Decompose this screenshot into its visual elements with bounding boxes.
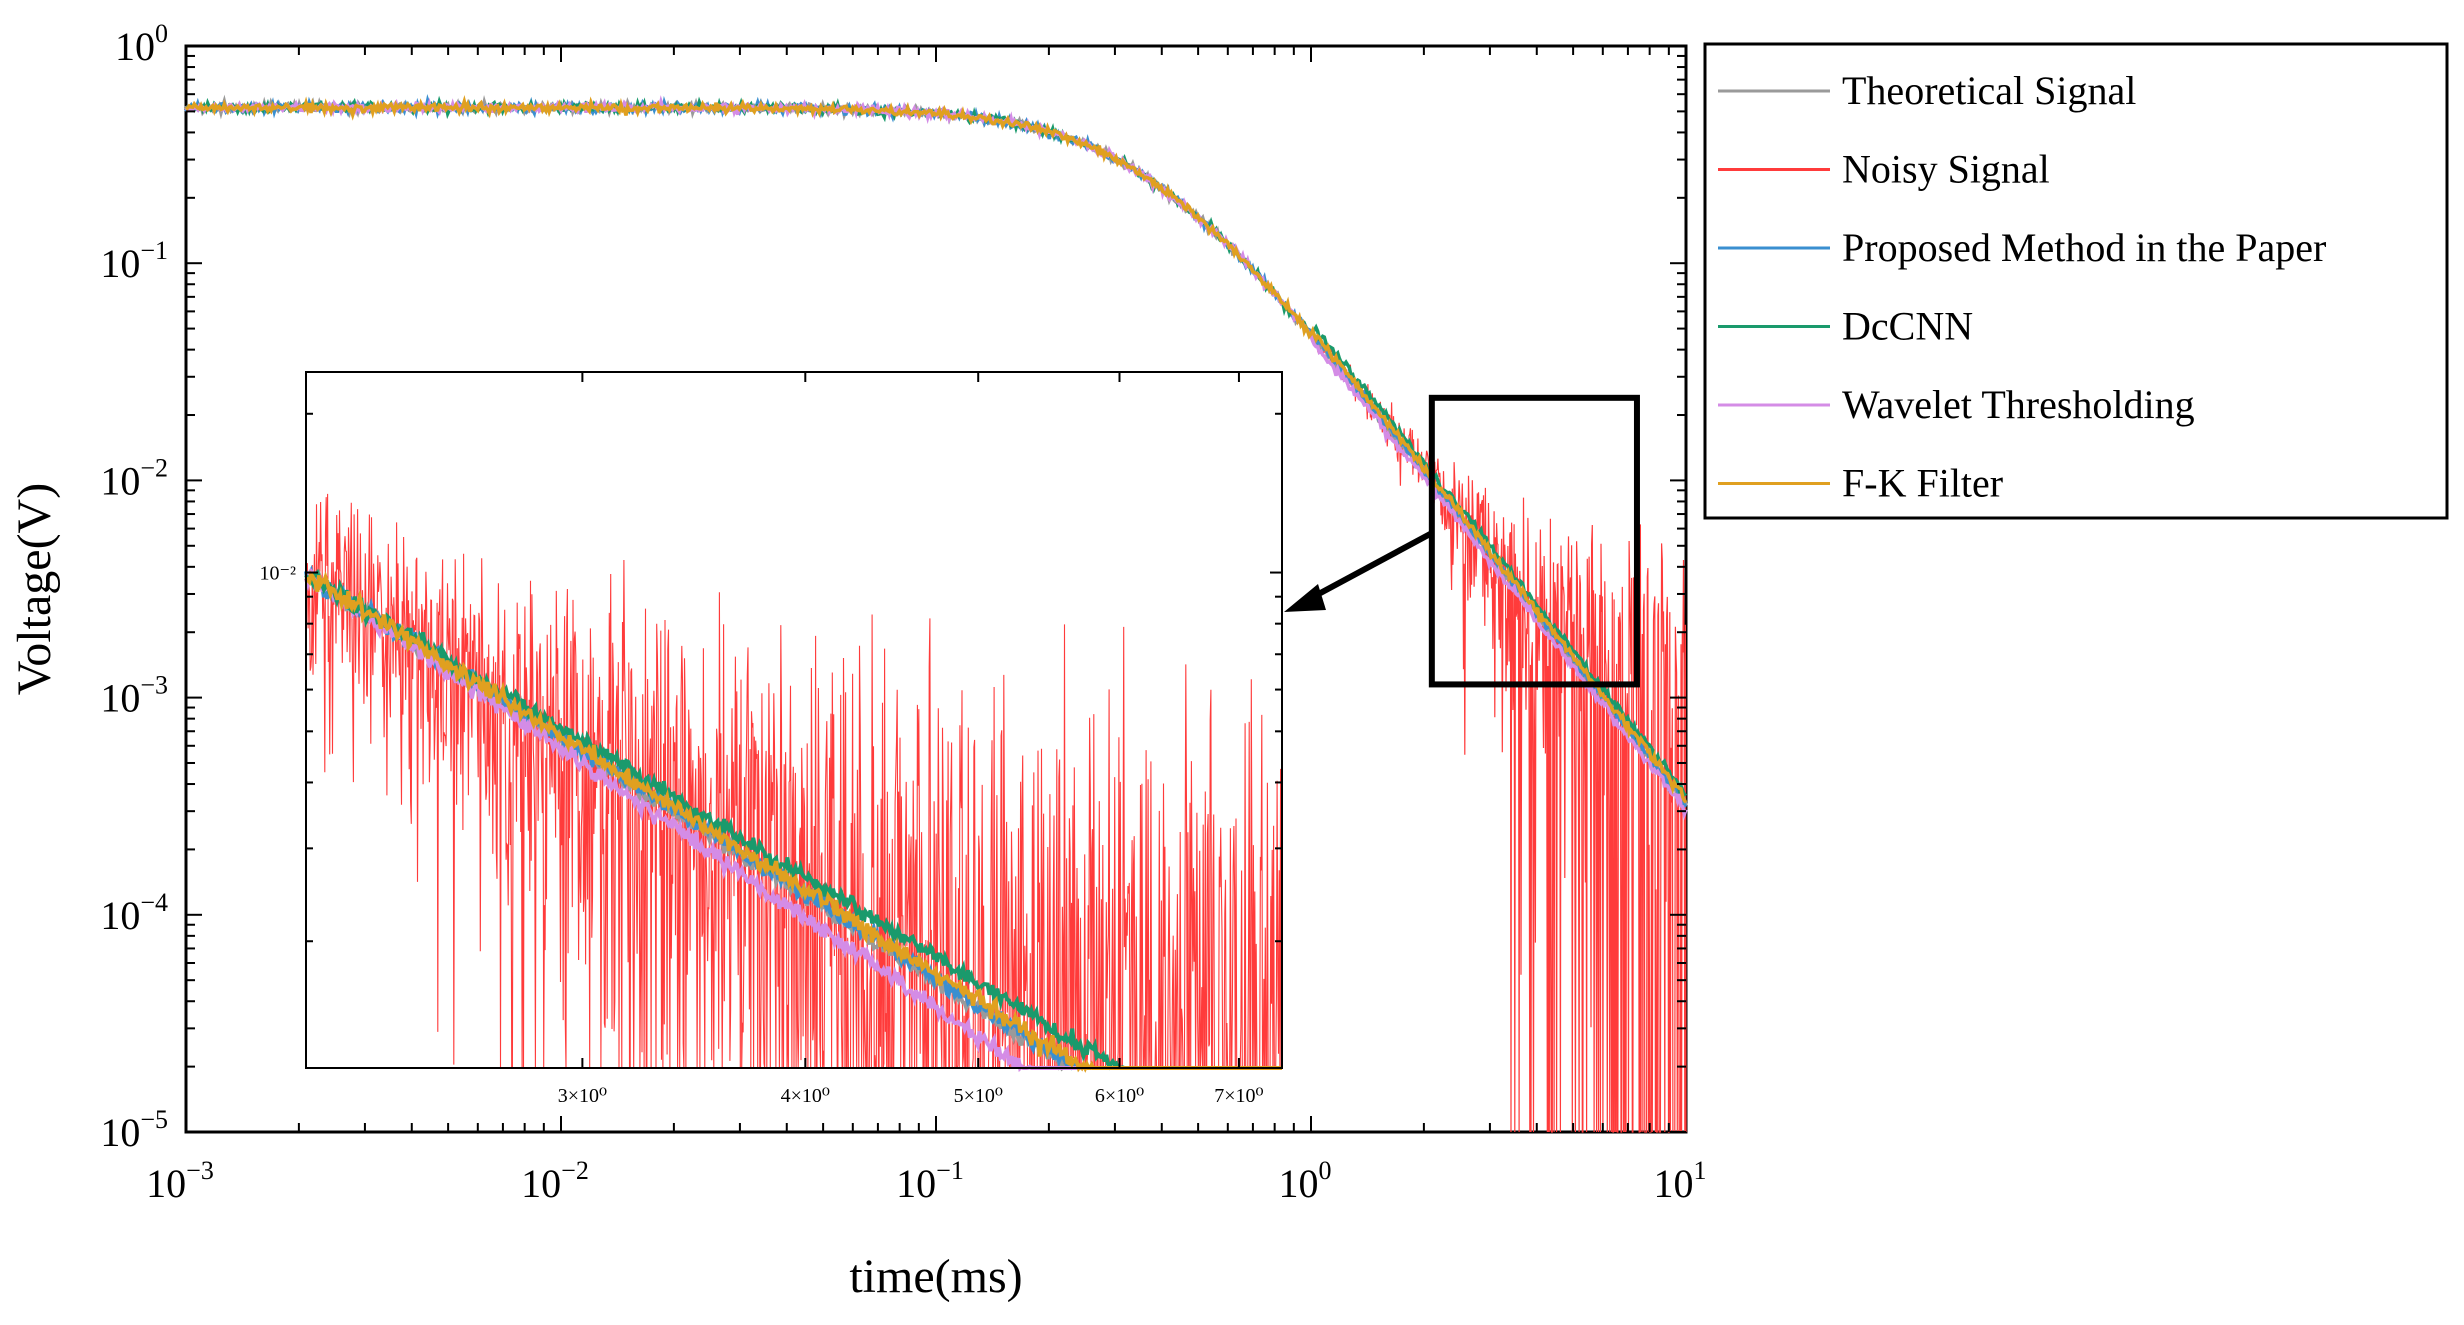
series-fk-filter bbox=[184, 94, 1688, 804]
inset-plot: 3×10⁰ 4×10⁰ 5×10⁰ 6×10⁰ 7×10⁰ 10⁻² bbox=[259, 371, 1283, 1107]
y-tick-label: 10−2 bbox=[100, 453, 168, 503]
inset-x-tick-label: 4×10⁰ bbox=[781, 1085, 830, 1107]
x-tick-label: 100 bbox=[1279, 1156, 1332, 1206]
legend-frame bbox=[1703, 42, 2449, 520]
zoom-arrow bbox=[1298, 530, 1434, 607]
legend-label: Wavelet Thresholding bbox=[1842, 382, 2195, 427]
y-tick-label: 10−4 bbox=[100, 888, 168, 938]
inset-x-tick-label: 6×10⁰ bbox=[1095, 1085, 1144, 1107]
inset-y-tick-label: 10⁻² bbox=[259, 563, 296, 585]
x-tick-labels: 10−3 10−2 10−1 100 101 bbox=[146, 1156, 1706, 1206]
inset-ticks bbox=[306, 372, 1282, 1068]
y-axis-title: Voltage(V) bbox=[8, 483, 61, 695]
inset-x-tick-label: 7×10⁰ bbox=[1214, 1085, 1263, 1107]
main-ticks bbox=[185, 46, 1686, 1133]
x-tick-label: 10−1 bbox=[896, 1156, 964, 1206]
y-tick-label: 100 bbox=[115, 19, 168, 69]
x-tick-label: 10−2 bbox=[521, 1156, 589, 1206]
y-tick-label: 10−5 bbox=[100, 1105, 168, 1155]
x-tick-label: 10−3 bbox=[146, 1156, 214, 1206]
x-tick-label: 101 bbox=[1654, 1156, 1707, 1206]
legend: Theoretical Signal Noisy Signal Proposed M… bbox=[1703, 42, 2449, 520]
legend-label: Noisy Signal bbox=[1842, 147, 2050, 192]
inset-frame bbox=[305, 371, 1283, 1069]
y-tick-label: 10−1 bbox=[100, 236, 168, 286]
legend-label: Theoretical Signal bbox=[1842, 68, 2136, 113]
y-tick-labels: 100 10−1 10−2 10−3 10−4 10−5 bbox=[100, 19, 168, 1155]
legend-label: Proposed Method in the Paper bbox=[1842, 225, 2326, 270]
x-axis-title: time(ms) bbox=[849, 1250, 1022, 1303]
zoom-box bbox=[1428, 394, 1640, 688]
zoom-arrow-head bbox=[1284, 584, 1326, 612]
legend-label: DcCNN bbox=[1842, 304, 1973, 349]
inset-x-tick-labels: 3×10⁰ 4×10⁰ 5×10⁰ 6×10⁰ 7×10⁰ bbox=[558, 1085, 1264, 1107]
inset-x-tick-label: 5×10⁰ bbox=[954, 1085, 1003, 1107]
inset-x-tick-label: 3×10⁰ bbox=[558, 1085, 607, 1107]
legend-label: F-K Filter bbox=[1842, 461, 2003, 506]
y-tick-label: 10−3 bbox=[100, 671, 168, 721]
main-series-group bbox=[184, 93, 1688, 1133]
